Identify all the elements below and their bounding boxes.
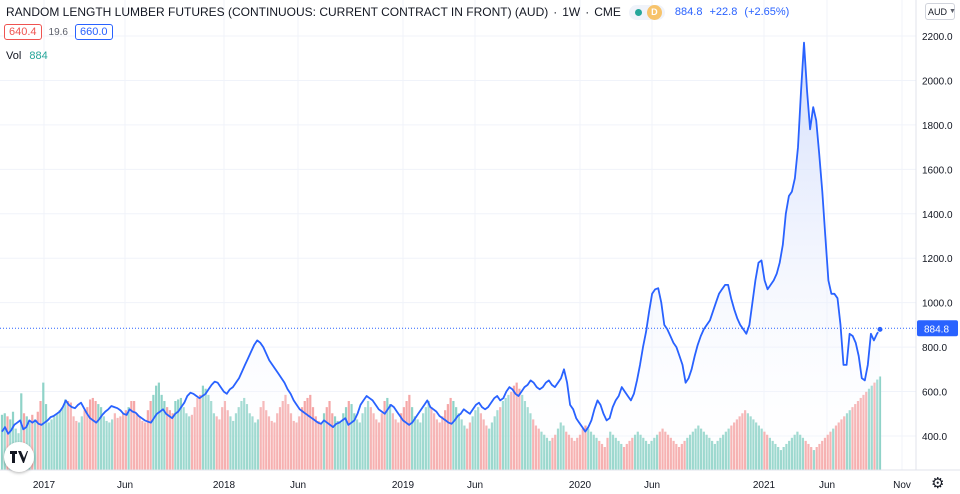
x-tick-label: Jun: [467, 480, 483, 491]
last-price: 884.8: [674, 6, 703, 18]
tradingview-logo-icon[interactable]: [4, 442, 34, 472]
sell-button[interactable]: 640.4: [4, 24, 42, 40]
currency-label: AUD: [928, 6, 948, 17]
symbol-title[interactable]: RANDOM LENGTH LUMBER FUTURES (CONTINUOUS…: [6, 5, 549, 19]
currency-select[interactable]: AUD ▼: [925, 3, 956, 20]
y-tick-label: 1400.0: [922, 210, 953, 221]
separator: ·: [553, 5, 558, 19]
x-tick-label: 2020: [569, 480, 592, 491]
last-price-label: [917, 320, 958, 337]
x-tick-label: Jun: [117, 480, 133, 491]
chart-header: RANDOM LENGTH LUMBER FUTURES (CONTINUOUS…: [6, 4, 793, 20]
y-tick-label: 400.0: [922, 432, 947, 443]
exchange-label: CME: [594, 5, 621, 19]
volume-label: Vol: [6, 50, 22, 62]
market-open-icon: [634, 8, 642, 16]
spread-value: 19.6: [48, 26, 68, 38]
interval-label[interactable]: 1W: [562, 5, 581, 19]
separator: ·: [585, 5, 590, 19]
x-tick-label: Jun: [819, 480, 835, 491]
y-tick-label: 2200.0: [922, 32, 953, 43]
market-status[interactable]: D: [628, 4, 665, 20]
logo-mark: [10, 451, 28, 463]
price-line: [1, 41, 881, 435]
price-area: [2, 42, 880, 470]
trade-panel: 640.4 19.6 660.0: [4, 24, 113, 40]
y-tick-label: 600.0: [922, 388, 947, 399]
y-tick-label: 1000.0: [922, 299, 953, 310]
buy-button[interactable]: 660.0: [75, 24, 113, 40]
price-axis: 400.0 600.0 800.0 1000.0 1200.0 1400.0 1600.0 1…: [0, 0, 960, 471]
y-tick-label: 2000.0: [922, 76, 953, 87]
x-tick-label: 2018: [213, 480, 236, 491]
x-tick-label: 2021: [753, 480, 776, 491]
x-tick-label: Jun: [290, 480, 306, 491]
x-tick-label: 2019: [392, 480, 415, 491]
y-tick-label: 1800.0: [922, 121, 953, 132]
x-tick-label: Jun: [644, 480, 660, 491]
change-value: +22.8: [709, 6, 738, 18]
change-percent: (+2.65%): [744, 6, 790, 18]
y-tick-label: 1200.0: [922, 254, 953, 265]
y-tick-label: 800.0: [922, 343, 947, 354]
volume-value: 884: [29, 50, 48, 62]
y-tick-label: 1600.0: [922, 165, 953, 176]
x-tick-label: 2017: [33, 480, 56, 491]
gear-icon[interactable]: ⚙: [931, 475, 945, 492]
last-price-dot: [876, 325, 884, 333]
quote-values: 884.8 +22.8 (+2.65%): [675, 6, 793, 18]
grid-lines: [0, 0, 916, 470]
last-price-label-text: 884.8: [924, 324, 949, 335]
x-tick-label: Nov: [893, 480, 911, 491]
volume-legend[interactable]: Vol 884: [6, 50, 48, 62]
time-axis: 2017 Jun 2018 Jun 2019 Jun 2020 Jun 2021 Jun Nov: [33, 480, 911, 491]
delayed-badge: D: [646, 4, 662, 20]
chevron-down-icon: ▼: [949, 8, 956, 15]
